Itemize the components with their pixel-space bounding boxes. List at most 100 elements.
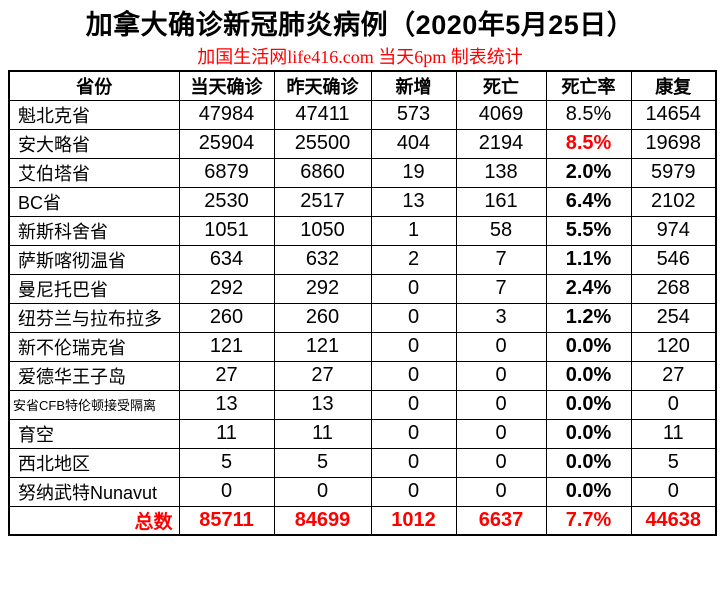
- table-row-nunavut: 努纳武特Nunavut 0 0 0 0 0.0% 0: [8, 476, 717, 507]
- new-cases-cell: 0: [370, 418, 457, 449]
- deaths-cell: 7: [455, 273, 547, 304]
- yesterday-confirmed-cell: 121: [273, 331, 372, 362]
- yesterday-confirmed-cell: 6860: [273, 157, 372, 188]
- table-row-new-brunswick: 新不伦瑞克省 121 121 0 0 0.0% 120: [8, 331, 717, 362]
- total-deaths-cell: 6637: [455, 505, 547, 536]
- new-cases-cell: 0: [370, 360, 457, 391]
- covid-stats-table: 省份 当天确诊 昨天确诊 新增 死亡 死亡率 康复 魁北克省 47984 474…: [8, 70, 717, 536]
- recovered-cell: 0: [630, 389, 717, 420]
- province-name-cell: 爱德华王子岛: [8, 360, 180, 391]
- yesterday-confirmed-cell: 632: [273, 244, 372, 275]
- deaths-cell: 0: [455, 447, 547, 478]
- new-cases-cell: 0: [370, 447, 457, 478]
- table-row-bc: BC省 2530 2517 13 161 6.4% 2102: [8, 186, 717, 217]
- today-confirmed-cell: 47984: [178, 99, 275, 130]
- province-name-cell: 新不伦瑞克省: [8, 331, 180, 362]
- yesterday-confirmed-cell: 2517: [273, 186, 372, 217]
- total-today-confirmed-cell: 85711: [178, 505, 275, 536]
- table-row-manitoba: 曼尼托巴省 292 292 0 7 2.4% 268: [8, 273, 717, 304]
- deaths-cell: 161: [455, 186, 547, 217]
- table-row-alberta: 艾伯塔省 6879 6860 19 138 2.0% 5979: [8, 157, 717, 188]
- deaths-cell: 58: [455, 215, 547, 246]
- recovered-cell: 11: [630, 418, 717, 449]
- table-row-northwest-territories: 西北地区 5 5 0 0 0.0% 5: [8, 447, 717, 478]
- today-confirmed-cell: 121: [178, 331, 275, 362]
- province-name-cell: 曼尼托巴省: [8, 273, 180, 304]
- deaths-cell: 2194: [455, 128, 547, 159]
- today-confirmed-cell: 6879: [178, 157, 275, 188]
- table-row-ontario: 安大略省 25904 25500 404 2194 8.5% 19698: [8, 128, 717, 159]
- recovered-cell: 268: [630, 273, 717, 304]
- province-name-cell: 安省CFB特伦顿接受隔离: [8, 389, 180, 420]
- deaths-cell: 4069: [455, 99, 547, 130]
- yesterday-confirmed-cell: 292: [273, 273, 372, 304]
- total-recovered-cell: 44638: [630, 505, 717, 536]
- today-confirmed-cell: 13: [178, 389, 275, 420]
- yesterday-confirmed-cell: 13: [273, 389, 372, 420]
- header-recovered: 康复: [630, 70, 717, 101]
- province-name-cell: 纽芬兰与拉布拉多: [8, 302, 180, 333]
- death-rate-cell: 2.4%: [545, 273, 632, 304]
- death-rate-cell: 0.0%: [545, 331, 632, 362]
- recovered-cell: 14654: [630, 99, 717, 130]
- total-label-cell: 总数: [8, 505, 180, 536]
- yesterday-confirmed-cell: 47411: [273, 99, 372, 130]
- recovered-cell: 19698: [630, 128, 717, 159]
- today-confirmed-cell: 0: [178, 476, 275, 507]
- province-name-cell: 育空: [8, 418, 180, 449]
- header-new-cases: 新增: [370, 70, 457, 101]
- table-row-quebec: 魁北克省 47984 47411 573 4069 8.5% 14654: [8, 99, 717, 130]
- header-deaths: 死亡: [455, 70, 547, 101]
- recovered-cell: 254: [630, 302, 717, 333]
- header-province: 省份: [8, 70, 180, 101]
- death-rate-cell: 0.0%: [545, 360, 632, 391]
- table-row-total: 总数 85711 84699 1012 6637 7.7% 44638: [8, 505, 717, 536]
- yesterday-confirmed-cell: 0: [273, 476, 372, 507]
- new-cases-cell: 0: [370, 302, 457, 333]
- table-row-newfoundland-labrador: 纽芬兰与拉布拉多 260 260 0 3 1.2% 254: [8, 302, 717, 333]
- new-cases-cell: 0: [370, 389, 457, 420]
- death-rate-cell: 5.5%: [545, 215, 632, 246]
- recovered-cell: 120: [630, 331, 717, 362]
- death-rate-cell: 0.0%: [545, 447, 632, 478]
- deaths-cell: 3: [455, 302, 547, 333]
- today-confirmed-cell: 5: [178, 447, 275, 478]
- today-confirmed-cell: 11: [178, 418, 275, 449]
- today-confirmed-cell: 292: [178, 273, 275, 304]
- yesterday-confirmed-cell: 260: [273, 302, 372, 333]
- deaths-cell: 138: [455, 157, 547, 188]
- death-rate-cell: 8.5%: [545, 99, 632, 130]
- table-row-saskatchewan: 萨斯喀彻温省 634 632 2 7 1.1% 546: [8, 244, 717, 275]
- yesterday-confirmed-cell: 25500: [273, 128, 372, 159]
- header-death-rate: 死亡率: [545, 70, 632, 101]
- deaths-cell: 0: [455, 389, 547, 420]
- province-name-cell: 西北地区: [8, 447, 180, 478]
- death-rate-cell: 2.0%: [545, 157, 632, 188]
- deaths-cell: 0: [455, 331, 547, 362]
- new-cases-cell: 19: [370, 157, 457, 188]
- recovered-cell: 5: [630, 447, 717, 478]
- recovered-cell: 0: [630, 476, 717, 507]
- new-cases-cell: 573: [370, 99, 457, 130]
- today-confirmed-cell: 634: [178, 244, 275, 275]
- death-rate-cell: 1.2%: [545, 302, 632, 333]
- new-cases-cell: 13: [370, 186, 457, 217]
- table-row-pei: 爱德华王子岛 27 27 0 0 0.0% 27: [8, 360, 717, 391]
- recovered-cell: 546: [630, 244, 717, 275]
- death-rate-cell: 8.5%: [545, 128, 632, 159]
- death-rate-cell: 0.0%: [545, 418, 632, 449]
- total-new-cases-cell: 1012: [370, 505, 457, 536]
- deaths-cell: 0: [455, 476, 547, 507]
- death-rate-cell: 1.1%: [545, 244, 632, 275]
- recovered-cell: 2102: [630, 186, 717, 217]
- today-confirmed-cell: 260: [178, 302, 275, 333]
- page-subtitle: 加国生活网life416.com 当天6pm 制表统计: [197, 47, 523, 67]
- table-row-nova-scotia: 新斯科舍省 1051 1050 1 58 5.5% 974: [8, 215, 717, 246]
- death-rate-cell: 0.0%: [545, 389, 632, 420]
- new-cases-cell: 2: [370, 244, 457, 275]
- today-confirmed-cell: 25904: [178, 128, 275, 159]
- province-name-cell: 新斯科舍省: [8, 215, 180, 246]
- province-name-cell: 艾伯塔省: [8, 157, 180, 188]
- today-confirmed-cell: 2530: [178, 186, 275, 217]
